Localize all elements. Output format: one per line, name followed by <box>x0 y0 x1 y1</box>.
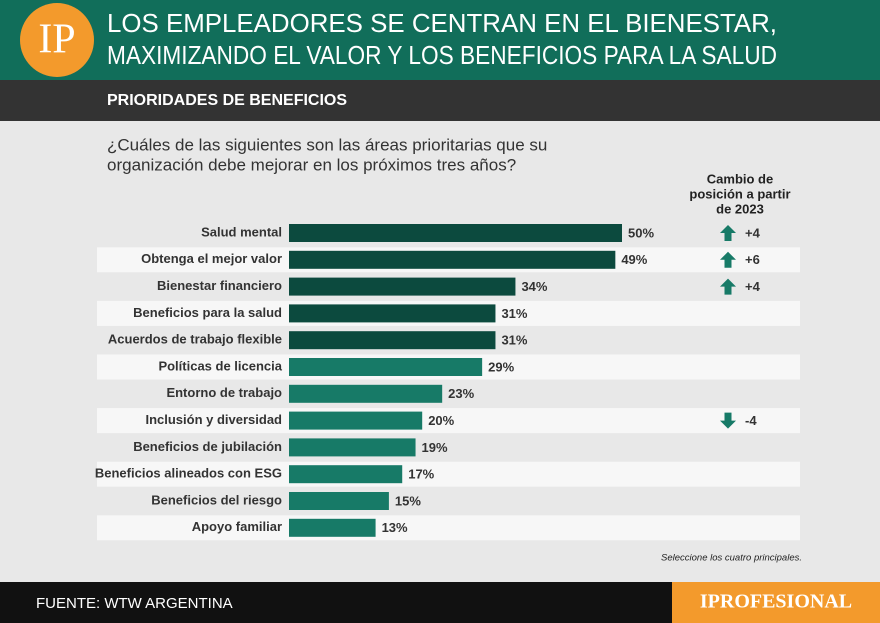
bar <box>289 224 622 242</box>
category-label: Acuerdos de trabajo flexible <box>108 332 282 347</box>
category-label: Beneficios alineados con ESG <box>95 466 282 481</box>
chart-title: MAXIMIZANDO EL VALOR Y LOS BENEFICIOS PA… <box>107 40 777 70</box>
change-arrow <box>720 225 736 241</box>
value-label: 23% <box>448 386 474 401</box>
bar <box>289 250 616 269</box>
brand: IPROFESIONAL <box>700 591 852 613</box>
note: Seleccione los cuatro principales. <box>661 553 802 564</box>
row-background <box>97 408 800 434</box>
bar <box>289 304 496 323</box>
question: ¿Cuáles de las siguientes son las áreas … <box>107 135 547 154</box>
header-band <box>0 0 880 80</box>
bar <box>289 492 389 510</box>
logo-circle <box>20 3 94 77</box>
bar <box>289 465 403 484</box>
value-label: 19% <box>422 440 448 455</box>
bar <box>289 358 483 376</box>
question: organización debe mejorar en los próximo… <box>107 155 516 174</box>
change-arrow <box>720 251 736 268</box>
category-label: Beneficios del riesgo <box>151 492 282 507</box>
row-background <box>97 515 800 541</box>
value-label: 34% <box>521 279 547 294</box>
change-label: -4 <box>745 413 757 428</box>
value-label: 49% <box>621 252 647 267</box>
change-label: +6 <box>745 252 760 267</box>
source: FUENTE: WTW ARGENTINA <box>36 595 233 612</box>
value-label: 15% <box>395 493 421 508</box>
category-label: Beneficios de jubilación <box>133 439 282 454</box>
bar <box>289 384 443 403</box>
bar <box>289 518 376 537</box>
category-label: Salud mental <box>201 224 282 239</box>
change-label: +4 <box>745 279 761 294</box>
value-label: 13% <box>382 520 408 535</box>
category-label: Apoyo familiar <box>192 519 282 534</box>
value-label: 17% <box>408 467 434 482</box>
value-label: 31% <box>501 306 527 321</box>
category-label: Políticas de licencia <box>158 358 282 373</box>
bar <box>289 411 423 430</box>
category-label: Inclusión y diversidad <box>145 412 282 427</box>
logo: IP <box>38 17 75 63</box>
value-label: 20% <box>428 413 454 428</box>
subtitle-band <box>0 80 880 121</box>
change-header: Cambio de <box>707 171 773 186</box>
bar <box>289 438 416 457</box>
category-label: Bienestar financiero <box>157 278 282 293</box>
bar <box>289 277 516 296</box>
bar <box>289 331 496 350</box>
category-label: Entorno de trabajo <box>166 385 282 400</box>
change-label: +4 <box>745 225 761 240</box>
change-arrow <box>720 278 736 295</box>
chart-title: LOS EMPLEADORES SE CENTRAN EN EL BIENEST… <box>107 8 777 38</box>
row-background <box>97 461 800 487</box>
brand-box <box>672 582 880 623</box>
value-label: 29% <box>488 359 514 374</box>
value-label: 50% <box>628 225 654 240</box>
category-label: Obtenga el mejor valor <box>141 251 282 266</box>
value-label: 31% <box>501 333 527 348</box>
chart-subtitle: PRIORIDADES DE BENEFICIOS <box>107 92 347 109</box>
change-header: de 2023 <box>716 201 764 216</box>
change-arrow <box>720 412 736 429</box>
change-header: posición a partir <box>689 186 790 201</box>
category-label: Beneficios para la salud <box>133 305 282 320</box>
